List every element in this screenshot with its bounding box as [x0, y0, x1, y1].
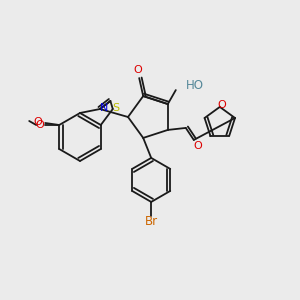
Text: O: O: [134, 65, 142, 75]
Text: Br: Br: [145, 215, 158, 228]
Text: S: S: [112, 103, 119, 113]
Text: O: O: [36, 120, 45, 130]
Text: O: O: [218, 100, 226, 110]
Text: HO: HO: [186, 79, 204, 92]
Text: O: O: [194, 141, 202, 151]
Text: O: O: [34, 117, 43, 127]
Text: N: N: [100, 103, 108, 113]
